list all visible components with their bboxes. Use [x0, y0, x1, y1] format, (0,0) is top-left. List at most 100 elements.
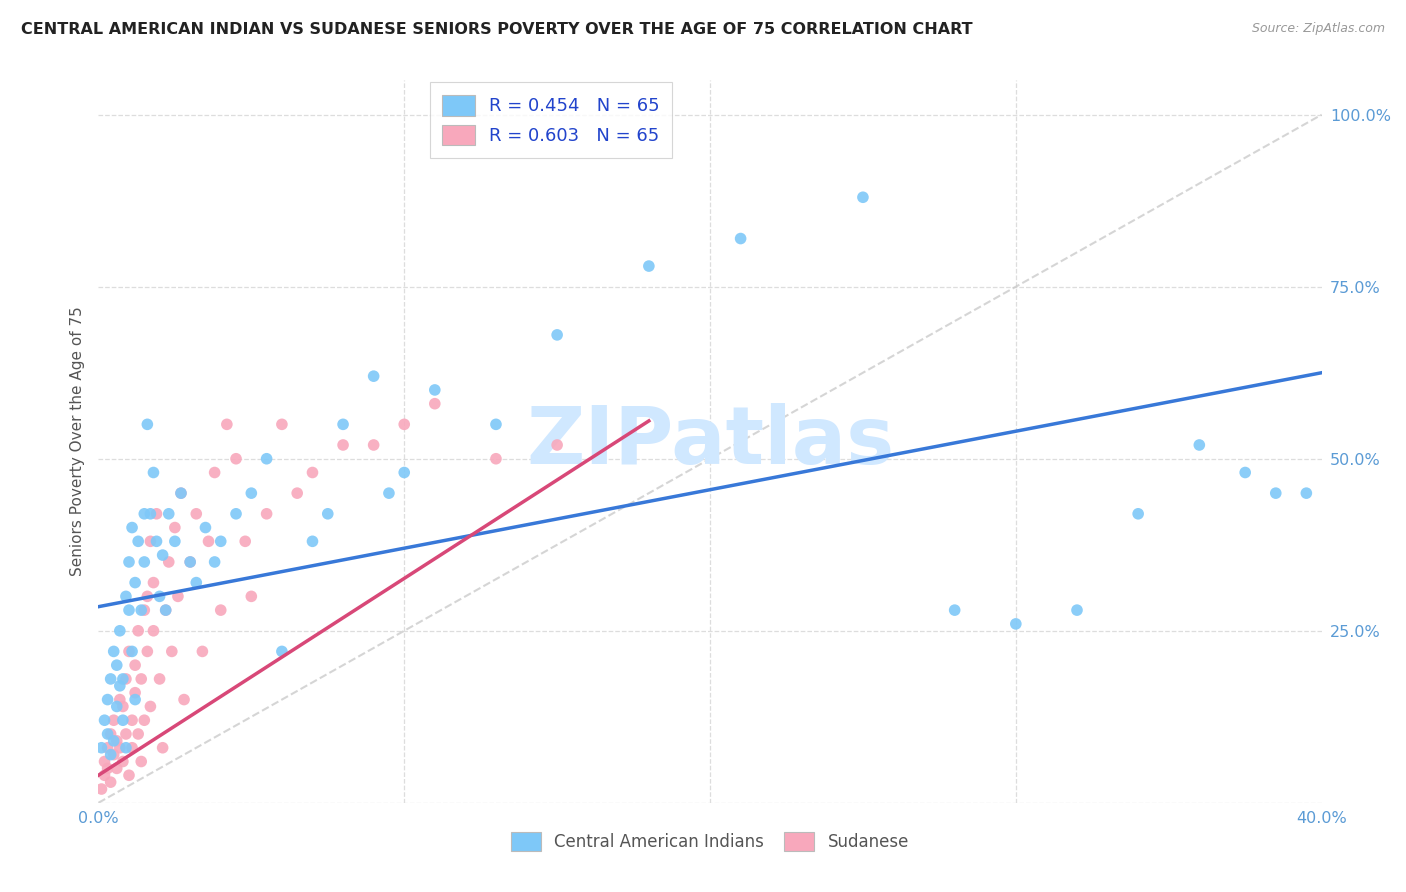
Point — [301, 534, 323, 549]
Point — [134, 555, 156, 569]
Point — [423, 397, 446, 411]
Point — [225, 507, 247, 521]
Point — [124, 658, 146, 673]
Point — [363, 369, 385, 384]
Point — [139, 534, 162, 549]
Point — [546, 438, 568, 452]
Point — [1264, 486, 1286, 500]
Point — [215, 417, 238, 432]
Point — [108, 692, 131, 706]
Point — [485, 417, 508, 432]
Point — [209, 534, 232, 549]
Point — [129, 603, 152, 617]
Point — [167, 590, 190, 604]
Point — [240, 590, 263, 604]
Point — [1066, 603, 1088, 617]
Point — [103, 734, 125, 748]
Point — [111, 755, 134, 769]
Point — [108, 679, 131, 693]
Point — [111, 672, 134, 686]
Point — [256, 451, 278, 466]
Point — [134, 507, 156, 521]
Point — [111, 699, 134, 714]
Point — [139, 507, 162, 521]
Point — [100, 672, 122, 686]
Point — [139, 699, 162, 714]
Point — [170, 486, 193, 500]
Point — [186, 507, 208, 521]
Point — [332, 417, 354, 432]
Point — [233, 534, 256, 549]
Point — [730, 231, 752, 245]
Point — [155, 603, 177, 617]
Point — [103, 747, 125, 762]
Point — [163, 520, 186, 534]
Point — [392, 417, 416, 432]
Point — [121, 713, 143, 727]
Point — [225, 451, 247, 466]
Point — [392, 466, 416, 480]
Point — [105, 658, 128, 673]
Point — [127, 534, 149, 549]
Point — [1128, 507, 1150, 521]
Point — [943, 603, 966, 617]
Point — [134, 603, 156, 617]
Text: CENTRAL AMERICAN INDIAN VS SUDANESE SENIORS POVERTY OVER THE AGE OF 75 CORRELATI: CENTRAL AMERICAN INDIAN VS SUDANESE SENI… — [21, 22, 973, 37]
Point — [97, 740, 120, 755]
Point — [285, 486, 308, 500]
Point — [1004, 616, 1026, 631]
Point — [121, 644, 143, 658]
Point — [121, 520, 143, 534]
Text: ZIPatlas: ZIPatlas — [526, 402, 894, 481]
Point — [186, 575, 208, 590]
Point — [118, 555, 141, 569]
Point — [124, 692, 146, 706]
Point — [1234, 466, 1257, 480]
Point — [270, 644, 292, 658]
Point — [363, 438, 385, 452]
Point — [270, 417, 292, 432]
Point — [637, 259, 661, 273]
Point — [111, 713, 134, 727]
Point — [100, 747, 122, 762]
Point — [256, 507, 278, 521]
Point — [142, 575, 165, 590]
Point — [115, 590, 138, 604]
Point — [105, 761, 128, 775]
Point — [105, 699, 128, 714]
Point — [127, 727, 149, 741]
Y-axis label: Seniors Poverty Over the Age of 75: Seniors Poverty Over the Age of 75 — [69, 307, 84, 576]
Point — [129, 755, 152, 769]
Point — [149, 590, 172, 604]
Point — [118, 768, 141, 782]
Point — [100, 727, 122, 741]
Point — [136, 590, 159, 604]
Point — [124, 575, 146, 590]
Point — [108, 740, 131, 755]
Point — [90, 782, 112, 797]
Point — [332, 438, 354, 452]
Point — [103, 713, 125, 727]
Point — [115, 672, 138, 686]
Point — [191, 644, 214, 658]
Point — [134, 713, 156, 727]
Point — [142, 624, 165, 638]
Point — [145, 507, 167, 521]
Point — [136, 417, 159, 432]
Point — [115, 727, 138, 741]
Point — [1188, 438, 1211, 452]
Point — [155, 603, 177, 617]
Point — [118, 603, 141, 617]
Point — [152, 548, 174, 562]
Point — [93, 768, 115, 782]
Point — [97, 761, 120, 775]
Point — [97, 727, 120, 741]
Point — [115, 740, 138, 755]
Point — [118, 644, 141, 658]
Point — [108, 624, 131, 638]
Point — [378, 486, 401, 500]
Point — [93, 755, 115, 769]
Point — [105, 734, 128, 748]
Point — [145, 534, 167, 549]
Point — [97, 692, 120, 706]
